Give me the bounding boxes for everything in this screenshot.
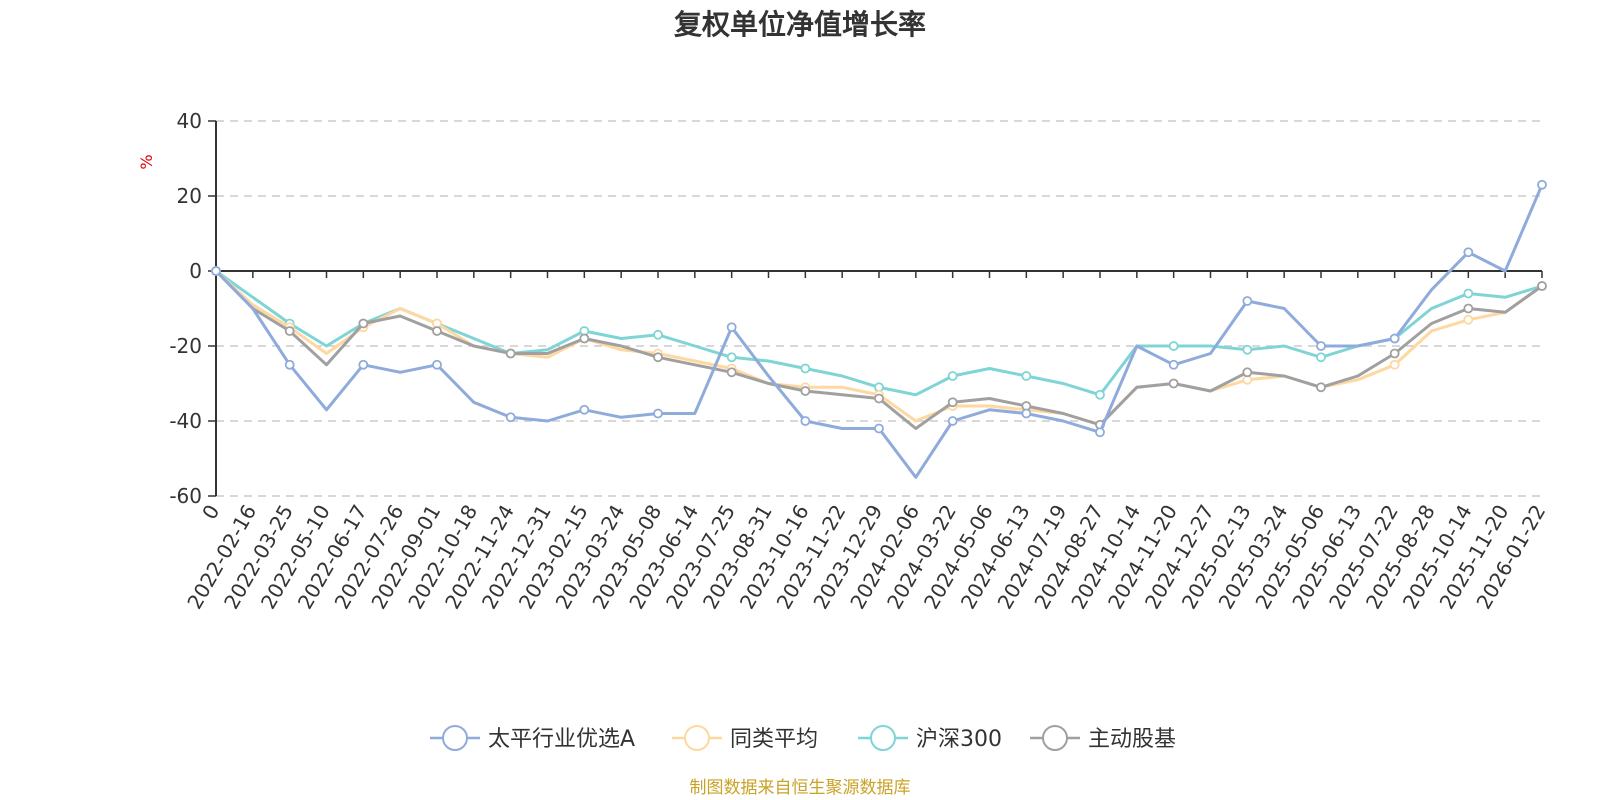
data-point bbox=[1168, 341, 1179, 351]
legend-label: 主动股基 bbox=[1088, 727, 1176, 752]
data-point bbox=[1463, 314, 1474, 325]
data-point bbox=[1389, 359, 1400, 370]
data-point bbox=[211, 266, 221, 276]
y-tick-label: -40 bbox=[169, 409, 202, 433]
data-point bbox=[505, 412, 516, 423]
data-point bbox=[947, 397, 958, 408]
data-point bbox=[874, 393, 884, 404]
legend-swatch-marker bbox=[684, 725, 710, 751]
data-point bbox=[1021, 408, 1032, 419]
y-tick-label: -20 bbox=[169, 334, 202, 358]
data-point bbox=[726, 352, 737, 363]
data-point bbox=[874, 423, 884, 434]
data-point bbox=[1463, 303, 1474, 314]
y-axis-unit: % bbox=[137, 154, 156, 169]
data-point bbox=[1316, 382, 1326, 393]
chart-title: 复权单位净值增长率 bbox=[674, 8, 926, 41]
data-point bbox=[1537, 179, 1547, 190]
legend-label: 太平行业优选A bbox=[488, 727, 635, 752]
data-point bbox=[579, 404, 590, 415]
series-line bbox=[214, 184, 1544, 479]
series-line bbox=[215, 269, 1543, 397]
data-point bbox=[800, 416, 811, 426]
legend-swatch-marker bbox=[870, 725, 896, 751]
series-1 bbox=[211, 266, 1547, 430]
data-point bbox=[653, 408, 663, 419]
data-point bbox=[1168, 378, 1179, 389]
series-3 bbox=[211, 266, 1547, 430]
data-point bbox=[1316, 341, 1326, 351]
data-point bbox=[726, 367, 737, 378]
data-point bbox=[505, 348, 516, 359]
data-point bbox=[1316, 352, 1326, 363]
data-point bbox=[1463, 247, 1474, 258]
legend-item-3[interactable]: 主动股基 bbox=[1030, 725, 1176, 752]
x-axis-ticks: 02022-02-162022-03-252022-05-102022-06-1… bbox=[182, 271, 1550, 613]
y-tick-label: 0 bbox=[189, 259, 202, 283]
data-point bbox=[800, 363, 811, 374]
data-point bbox=[432, 326, 442, 336]
legend-item-1[interactable]: 同类平均 bbox=[672, 725, 818, 752]
grid-lines bbox=[216, 120, 1542, 497]
legend-item-2[interactable]: 沪深300 bbox=[858, 725, 1002, 752]
legend-swatch-marker bbox=[442, 725, 468, 751]
legend-swatch-marker bbox=[1042, 725, 1068, 751]
data-point bbox=[1242, 367, 1253, 378]
y-tick-label: 20 bbox=[177, 184, 202, 208]
data-source-footer: 制图数据来自恒生聚源数据库 bbox=[690, 778, 911, 798]
data-point bbox=[1242, 296, 1253, 306]
data-point bbox=[579, 333, 590, 344]
data-point bbox=[1095, 427, 1105, 438]
data-point bbox=[800, 386, 811, 396]
data-point bbox=[284, 326, 295, 336]
y-tick-label: -60 bbox=[169, 484, 202, 508]
y-tick-label: 40 bbox=[177, 109, 202, 133]
data-point bbox=[653, 352, 663, 363]
data-point bbox=[284, 359, 295, 370]
legend-label: 同类平均 bbox=[730, 727, 818, 752]
data-point bbox=[947, 371, 958, 381]
x-tick-label: 0 bbox=[197, 501, 224, 524]
data-point bbox=[1242, 344, 1253, 355]
legend-item-0[interactable]: 太平行业优选A bbox=[430, 725, 635, 752]
series-group bbox=[211, 179, 1547, 479]
data-point bbox=[1537, 281, 1547, 291]
data-point bbox=[1095, 389, 1105, 400]
data-point bbox=[1021, 371, 1032, 381]
legend-label: 沪深300 bbox=[916, 727, 1002, 752]
data-point bbox=[653, 329, 663, 340]
data-point bbox=[358, 359, 369, 370]
y-axis-ticks: 40 20 0 -20 -40 -60 bbox=[169, 109, 216, 508]
data-point bbox=[432, 359, 442, 370]
data-point bbox=[1389, 348, 1400, 359]
series-0 bbox=[211, 179, 1547, 479]
data-point bbox=[358, 318, 369, 329]
data-point bbox=[1389, 333, 1400, 344]
data-point bbox=[1168, 359, 1179, 370]
axes bbox=[215, 121, 1542, 496]
data-point bbox=[726, 322, 737, 333]
data-point bbox=[947, 416, 958, 426]
data-point bbox=[1463, 288, 1474, 299]
legend[interactable]: 太平行业优选A 同类平均 沪深300 主动股基 bbox=[430, 725, 1176, 752]
